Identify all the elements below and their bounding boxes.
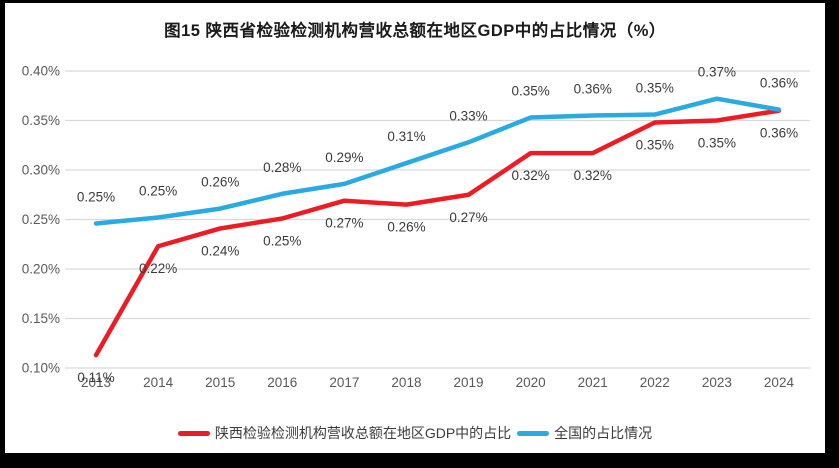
x-tick-label: 2018 — [391, 375, 421, 390]
y-tick-label: 0.25% — [22, 212, 60, 227]
data-label: 0.27% — [325, 216, 363, 231]
legend-item-national: 全国的占比情况 — [517, 423, 652, 443]
data-label: 0.22% — [139, 261, 177, 276]
data-label: 0.27% — [449, 210, 487, 225]
data-label: 0.33% — [449, 108, 487, 123]
series-line-0 — [93, 108, 782, 358]
y-tick-label: 0.40% — [22, 64, 60, 79]
data-label: 0.36% — [574, 82, 612, 97]
y-tick-label: 0.30% — [22, 163, 60, 178]
data-label: 0.11% — [77, 370, 114, 385]
legend: 陕西检验检测机构营收总额在地区GDP中的占比 全国的占比情况 — [5, 423, 825, 443]
data-label: 0.28% — [263, 160, 301, 175]
legend-label-shaanxi: 陕西检验检测机构营收总额在地区GDP中的占比 — [214, 425, 512, 441]
data-label: 0.31% — [387, 129, 425, 144]
data-label: 0.24% — [201, 243, 239, 258]
data-label: 0.25% — [77, 189, 115, 204]
x-tick-label: 2016 — [267, 375, 297, 390]
x-tick-label: 2023 — [702, 375, 732, 390]
data-label: 0.35% — [636, 137, 674, 152]
x-tick-label: 2013 — [81, 375, 111, 390]
data-label: 0.26% — [201, 175, 239, 190]
data-label: 0.25% — [139, 184, 177, 199]
series-line-1 — [93, 96, 782, 226]
data-label: 0.35% — [636, 81, 674, 96]
x-tick-label: 2021 — [578, 375, 608, 390]
data-label: 0.36% — [760, 126, 798, 141]
data-label: 0.25% — [263, 234, 301, 249]
chart-canvas: 0.10% 0.15% 0.20% 0.25% 0.30% 0.35% 0.40% 2013 2… — [22, 64, 810, 390]
y-tick-label: 0.35% — [22, 113, 60, 128]
data-label: 0.32% — [511, 168, 549, 183]
chart-area: 图15 陕西省检验检测机构营收总额在地区GDP中的占比情况（%） 0.10% 0.… — [5, 3, 825, 453]
data-label: 0.37% — [698, 65, 736, 80]
x-tick-label: 2015 — [205, 375, 235, 390]
data-label: 0.35% — [511, 84, 549, 99]
x-tick-label: 2017 — [329, 375, 359, 390]
x-tick-label: 2019 — [454, 375, 484, 390]
legend-item-shaanxi: 陕西检验检测机构营收总额在地区GDP中的占比 — [177, 423, 512, 443]
chart-title: 图15 陕西省检验检测机构营收总额在地区GDP中的占比情况（%） — [164, 22, 666, 40]
y-tick-label: 0.15% — [22, 311, 60, 326]
data-label: 0.26% — [387, 220, 425, 235]
x-tick-label: 2014 — [143, 375, 174, 390]
data-label: 0.29% — [325, 150, 363, 165]
legend-label-national: 全国的占比情况 — [554, 425, 653, 441]
data-label: 0.36% — [760, 76, 798, 91]
y-tick-label: 0.20% — [22, 262, 60, 277]
y-tick-label: 0.10% — [22, 361, 60, 376]
red-line-swatch-icon — [177, 430, 210, 436]
x-tick-label: 2022 — [640, 375, 670, 390]
x-tick-label: 2020 — [516, 375, 546, 390]
blue-line-swatch-icon — [517, 430, 550, 436]
x-tick-label: 2024 — [764, 375, 795, 390]
data-label: 0.35% — [698, 136, 736, 151]
data-label: 0.32% — [574, 168, 612, 183]
